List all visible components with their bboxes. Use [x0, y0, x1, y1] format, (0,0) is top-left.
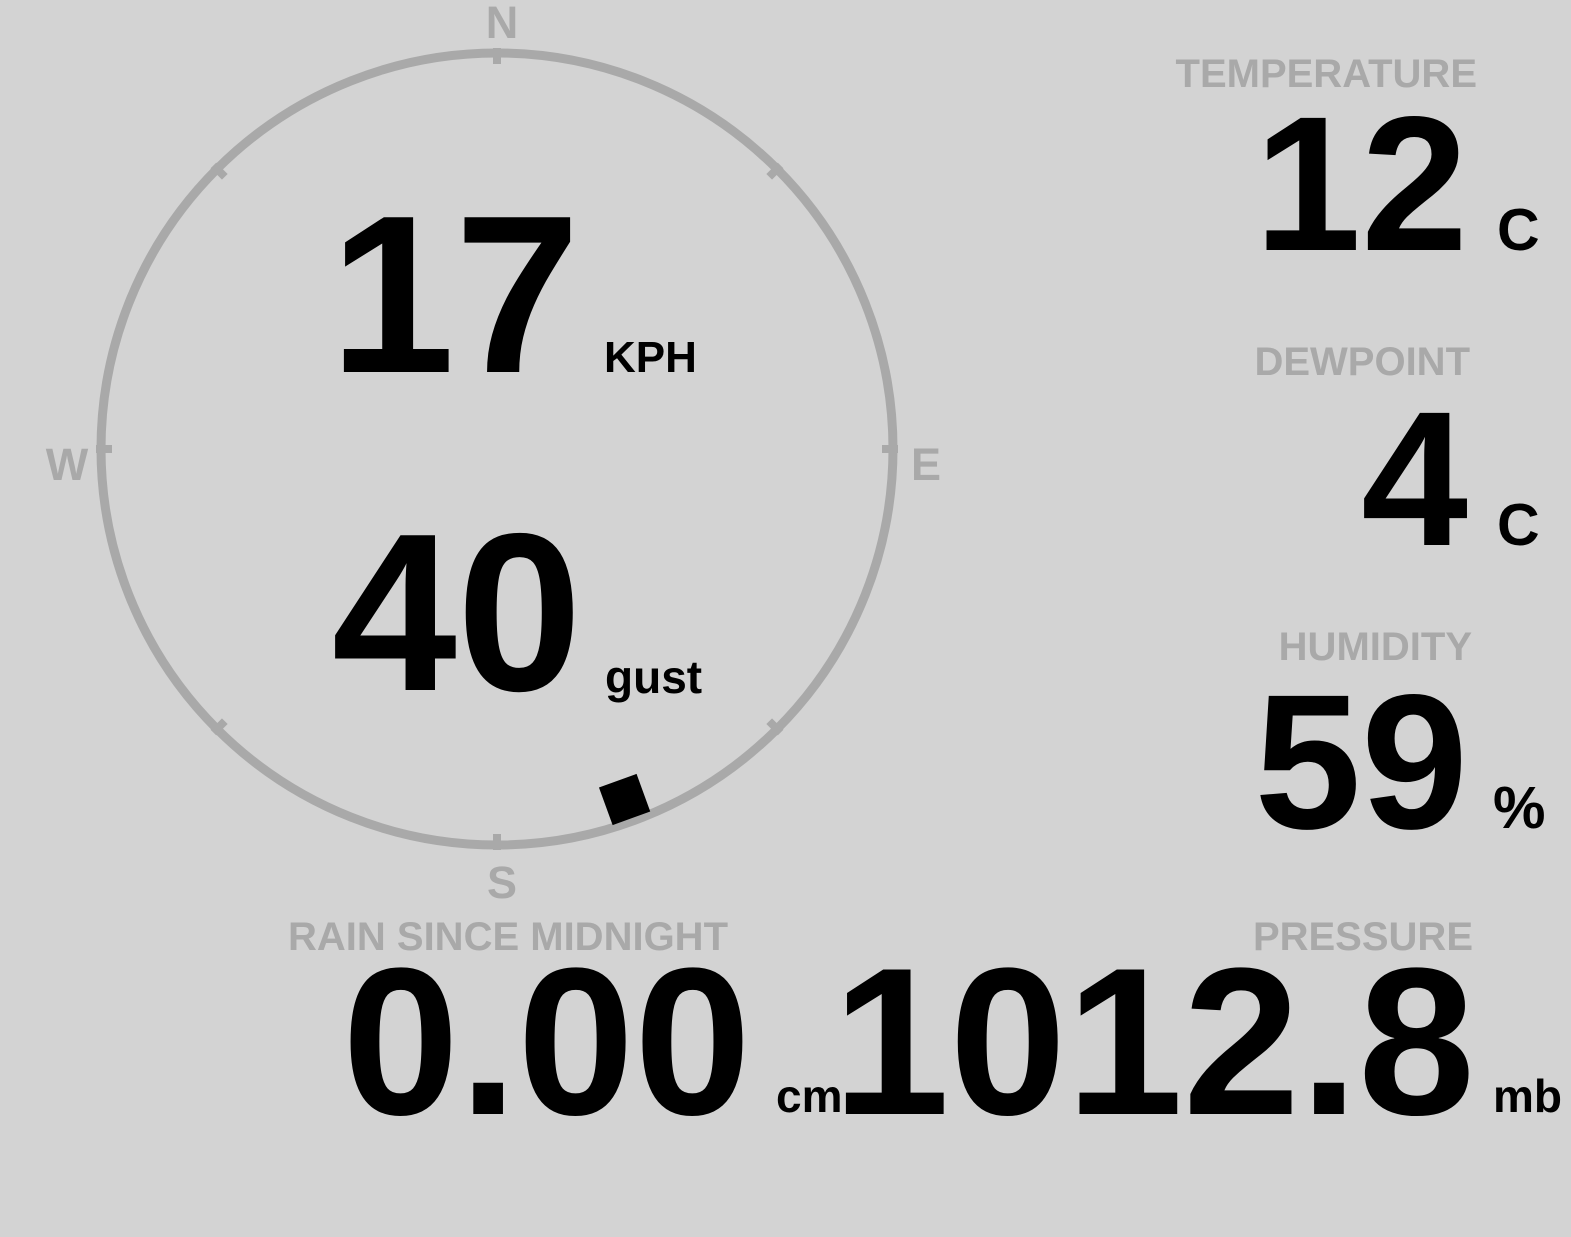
wind-direction-marker — [598, 773, 651, 826]
cardinal-north: N — [486, 0, 519, 48]
temperature-value: 12 — [1254, 76, 1468, 291]
wind-gust-value: 40 — [332, 486, 582, 738]
wind-gust-unit: gust — [605, 651, 702, 703]
pressure-section: PRESSURE 1012.8 mb — [833, 915, 1562, 1159]
rain-unit: cm — [776, 1070, 842, 1122]
dewpoint-unit: C — [1497, 492, 1540, 558]
cardinal-west: W — [46, 439, 89, 490]
temperature-label: TEMPERATURE — [1176, 52, 1477, 96]
compass-tick-nw — [210, 162, 228, 180]
pressure-label: PRESSURE — [1253, 915, 1473, 959]
rain-section: RAIN SINCE MIDNIGHT 0.00 cm — [288, 915, 842, 1159]
wind-speed-unit: KPH — [604, 333, 697, 382]
compass-tick-ne — [766, 162, 784, 180]
dewpoint-section: DEWPOINT 4 C — [1254, 340, 1539, 586]
cardinal-east: E — [911, 439, 941, 490]
compass-ticks — [96, 48, 898, 850]
pressure-unit: mb — [1493, 1070, 1562, 1122]
wind-speed-value: 17 — [330, 168, 580, 420]
rain-value: 0.00 — [342, 924, 751, 1159]
temperature-section: TEMPERATURE 12 C — [1176, 52, 1540, 291]
compass-tick-sw — [210, 718, 228, 736]
temperature-unit: C — [1497, 197, 1540, 263]
humidity-section: HUMIDITY 59 % — [1254, 625, 1545, 869]
compass-tick-se — [766, 718, 784, 736]
rain-label: RAIN SINCE MIDNIGHT — [288, 915, 728, 959]
humidity-label: HUMIDITY — [1279, 625, 1473, 669]
pressure-value: 1012.8 — [833, 924, 1475, 1159]
wind-compass-gauge: N E S W 17 KPH 40 gust — [46, 0, 941, 908]
humidity-value: 59 — [1254, 654, 1468, 869]
dewpoint-label: DEWPOINT — [1254, 340, 1470, 384]
cardinal-south: S — [487, 857, 517, 908]
humidity-unit: % — [1493, 775, 1545, 841]
dewpoint-value: 4 — [1361, 371, 1468, 586]
